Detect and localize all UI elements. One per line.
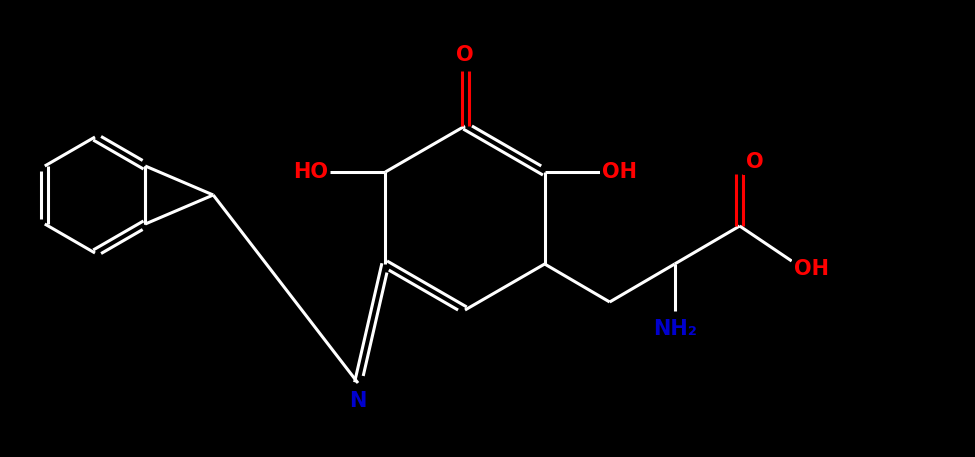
- Text: OH: OH: [795, 259, 829, 279]
- Text: O: O: [746, 152, 763, 172]
- Text: N: N: [349, 391, 367, 411]
- Text: O: O: [456, 45, 474, 65]
- Text: HO: HO: [292, 162, 328, 182]
- Text: NH₂: NH₂: [652, 319, 696, 339]
- Text: OH: OH: [603, 162, 638, 182]
